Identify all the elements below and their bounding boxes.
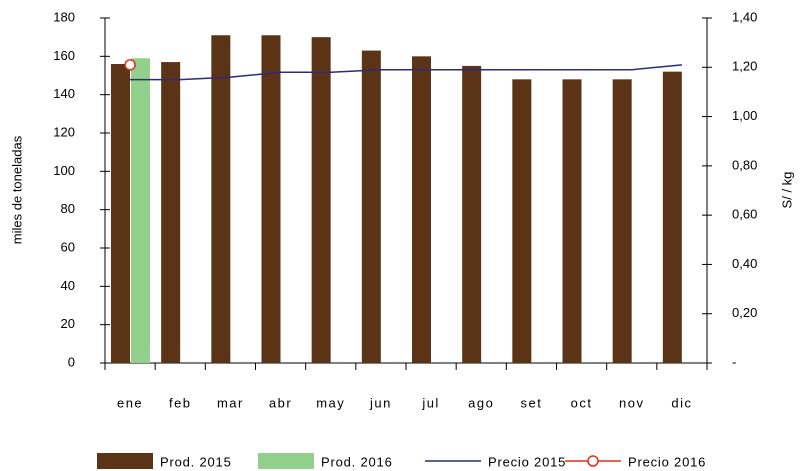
- bar: [662, 71, 682, 364]
- y2-tick-label: 1,20: [732, 59, 757, 74]
- y2-axis-label: S/ / kg: [779, 172, 794, 209]
- bar: [462, 65, 482, 364]
- x-tick-label: ene: [117, 395, 143, 410]
- bar: [161, 62, 181, 363]
- y-tick-label: 20: [61, 316, 75, 331]
- y2-tick-label: 0,80: [732, 157, 757, 172]
- legend-label: Prod. 2016: [321, 454, 393, 469]
- y-axis-label: miles de toneladas: [9, 135, 24, 244]
- y-tick-label: 100: [53, 163, 75, 178]
- x-tick-label: jun: [369, 395, 392, 410]
- x-tick-label: oct: [571, 395, 593, 410]
- y-tick-label: 160: [53, 48, 75, 63]
- x-tick-label: mar: [217, 395, 244, 410]
- bar: [612, 79, 632, 363]
- legend-swatch: [258, 453, 314, 469]
- legend-label: Prod. 2015: [160, 454, 232, 469]
- y-tick-label: 40: [61, 278, 75, 293]
- bar: [111, 64, 130, 363]
- y-tick-label: 0: [68, 354, 75, 369]
- x-tick-label: dic: [671, 395, 692, 410]
- x-tick-label: abr: [269, 395, 292, 410]
- y2-tick-label: 0,60: [732, 207, 757, 222]
- legend-swatch: [97, 453, 153, 469]
- y-tick-label: 80: [61, 201, 75, 216]
- bar: [211, 35, 231, 363]
- y-tick-label: 120: [53, 124, 75, 139]
- y-tick-label: 140: [53, 86, 75, 101]
- y2-tick-label: 0,20: [732, 305, 757, 320]
- legend-marker: [587, 455, 599, 467]
- bar: [261, 35, 281, 363]
- bar: [562, 79, 582, 363]
- x-tick-label: ago: [468, 395, 494, 410]
- y2-tick-label: 0,40: [732, 256, 757, 271]
- legend-label: Precio 2016: [628, 454, 706, 469]
- bar: [512, 79, 532, 363]
- point: [124, 59, 136, 71]
- legend-label: Precio 2015: [488, 454, 566, 469]
- y-tick-label: 60: [61, 239, 75, 254]
- bar: [412, 56, 431, 363]
- y2-tick-label: -: [732, 354, 736, 369]
- x-tick-label: jul: [421, 395, 440, 410]
- line-series: [130, 64, 682, 81]
- x-tick-label: set: [520, 395, 542, 410]
- bar: [361, 50, 381, 363]
- y-tick-label: 180: [53, 9, 75, 24]
- bar: [131, 58, 150, 363]
- y2-tick-label: 1,00: [732, 108, 757, 123]
- y2-tick-label: 1,40: [732, 9, 757, 24]
- x-tick-label: nov: [619, 395, 644, 410]
- x-tick-label: may: [316, 395, 345, 410]
- x-tick-label: feb: [169, 395, 192, 410]
- bar: [311, 37, 331, 364]
